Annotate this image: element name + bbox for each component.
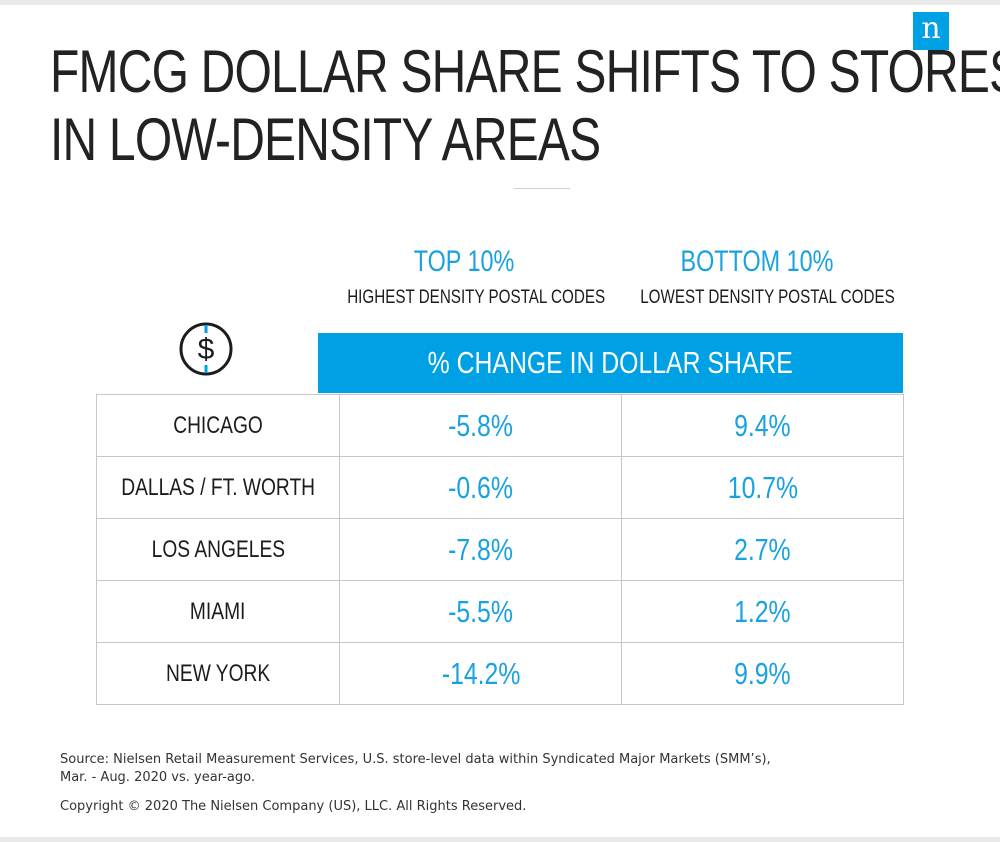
column-header-top10-sublabel: HIGHEST DENSITY POSTAL CODES <box>347 287 606 308</box>
table-row: NEW YORK -14.2% 9.9% <box>95 642 904 705</box>
top10-value-cell: -0.6% <box>339 456 623 519</box>
bottom10-value-cell: 10.7% <box>621 456 904 519</box>
top10-value-cell-text: -0.6% <box>448 469 514 505</box>
bottom10-value-cell-text: 9.9% <box>734 655 791 691</box>
table-row: MIAMI -5.5% 1.2% <box>95 580 904 643</box>
bottom10-value-cell-text: 9.4% <box>734 407 791 443</box>
measure-header: % CHANGE IN DOLLAR SHARE <box>318 333 903 393</box>
bottom10-value-cell-text: 2.7% <box>734 531 791 567</box>
city-cell-text: NEW YORK <box>166 659 271 687</box>
bottom10-value-cell: 2.7% <box>621 518 904 581</box>
data-table: CHICAGO -5.8% 9.4% DALLAS / FT. WORTH -0.6% 1… <box>95 394 904 705</box>
top10-value-cell-text: -7.8% <box>448 531 514 567</box>
title-line-2: IN LOW-DENSITY AREAS <box>50 106 601 173</box>
title-line-1: FMCG DOLLAR SHARE SHIFTS TO STORES <box>50 38 1000 105</box>
column-header-bottom10-label: BOTTOM 10% <box>680 245 834 278</box>
top10-value-cell: -7.8% <box>339 518 623 581</box>
top10-value-cell-text: -5.5% <box>448 593 514 629</box>
table-row: LOS ANGELES -7.8% 2.7% <box>95 518 904 581</box>
source-line-2: Mar. - Aug. 2020 vs. year-ago. <box>60 770 255 785</box>
city-cell-text: CHICAGO <box>173 411 263 439</box>
city-cell-text: LOS ANGELES <box>151 535 285 563</box>
city-cell: LOS ANGELES <box>95 518 341 581</box>
table-row: DALLAS / FT. WORTH -0.6% 10.7% <box>95 456 904 519</box>
title-divider <box>514 188 570 189</box>
table-row: CHICAGO -5.8% 9.4% <box>95 394 904 457</box>
top10-value-cell: -5.5% <box>339 580 623 643</box>
dollar-circle-icon: $ <box>176 322 236 376</box>
bottom10-value-cell-text: 1.2% <box>734 593 791 629</box>
city-cell: DALLAS / FT. WORTH <box>95 456 341 519</box>
nielsen-logo: n <box>913 12 949 50</box>
column-header-bottom10-sublabel: LOWEST DENSITY POSTAL CODES <box>640 287 895 308</box>
source-line-1: Source: Nielsen Retail Measurement Servi… <box>60 752 771 767</box>
page-title: FMCG DOLLAR SHARE SHIFTS TO STORES IN LO… <box>50 38 1000 174</box>
top10-value-cell-text: -5.8% <box>448 407 514 443</box>
city-cell: MIAMI <box>95 580 341 643</box>
top10-value-cell: -14.2% <box>339 642 623 705</box>
bottom10-value-cell: 1.2% <box>621 580 904 643</box>
table-body: CHICAGO -5.8% 9.4% DALLAS / FT. WORTH -0.6% 1… <box>95 394 904 705</box>
column-header-top10-label: TOP 10% <box>413 245 515 278</box>
column-header-top10: TOP 10% HIGHEST DENSITY POSTAL CODES <box>318 244 610 310</box>
bottom-border <box>0 837 1000 842</box>
top10-value-cell: -5.8% <box>339 394 623 457</box>
bottom10-value-cell-text: 10.7% <box>727 469 798 505</box>
top10-value-cell-text: -14.2% <box>441 655 521 691</box>
city-cell: NEW YORK <box>95 642 341 705</box>
column-header-bottom10: BOTTOM 10% LOWEST DENSITY POSTAL CODES <box>611 244 903 310</box>
bottom10-value-cell: 9.9% <box>621 642 904 705</box>
city-cell-text: DALLAS / FT. WORTH <box>121 473 316 501</box>
top-border <box>0 0 1000 5</box>
city-cell: CHICAGO <box>95 394 341 457</box>
dollar-glyph: $ <box>198 333 215 366</box>
measure-header-label: % CHANGE IN DOLLAR SHARE <box>427 345 794 380</box>
bottom10-value-cell: 9.4% <box>621 394 904 457</box>
copyright-note: Copyright © 2020 The Nielsen Company (US… <box>60 799 527 814</box>
city-cell-text: MIAMI <box>190 597 246 625</box>
source-note: Source: Nielsen Retail Measurement Servi… <box>60 751 940 787</box>
